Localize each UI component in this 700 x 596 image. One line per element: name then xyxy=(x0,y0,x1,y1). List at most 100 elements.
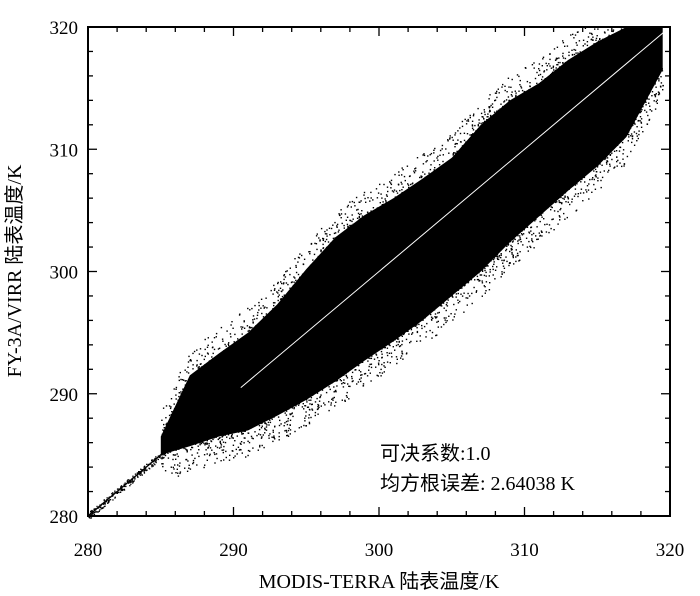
scatter-point xyxy=(356,362,359,365)
scatter-point xyxy=(623,136,625,138)
scatter-point xyxy=(556,197,558,199)
scatter-point xyxy=(184,467,186,469)
scatter-point xyxy=(496,90,498,93)
scatter-point xyxy=(595,164,597,166)
scatter-point xyxy=(550,67,553,69)
scatter-point xyxy=(620,28,623,30)
scatter-point xyxy=(605,40,607,42)
scatter-point xyxy=(279,411,281,413)
scatter-point xyxy=(235,343,237,346)
scatter-point xyxy=(124,485,126,488)
scatter-point xyxy=(461,120,464,123)
plot-frame xyxy=(87,26,671,517)
scatter-point xyxy=(229,454,231,456)
scatter-point xyxy=(483,111,486,113)
scatter-point xyxy=(294,430,296,433)
scatter-point xyxy=(431,337,433,339)
scatter-point xyxy=(609,165,611,167)
scatter-point xyxy=(390,182,392,184)
scatter-point xyxy=(104,502,106,504)
scatter-point xyxy=(224,434,226,436)
scatter-point xyxy=(356,217,359,219)
scatter-point xyxy=(288,427,290,430)
scatter-point xyxy=(351,225,353,228)
scatter-point xyxy=(163,434,165,437)
scatter-point xyxy=(497,114,499,116)
scatter-point xyxy=(263,419,265,422)
scatter-point xyxy=(448,163,450,166)
scatter-point xyxy=(332,224,334,226)
scatter-point xyxy=(356,383,358,385)
scatter-point xyxy=(227,431,229,433)
scatter-point xyxy=(600,186,602,189)
scatter-point xyxy=(401,167,403,169)
scatter-point xyxy=(273,311,276,313)
scatter-point xyxy=(380,209,382,212)
scatter-point xyxy=(379,372,381,374)
scatter-point xyxy=(177,475,180,477)
scatter-point xyxy=(308,417,310,419)
scatter-point xyxy=(447,164,449,166)
scatter-point xyxy=(556,46,559,48)
scatter-point xyxy=(398,340,400,343)
scatter-point xyxy=(524,225,527,227)
scatter-point xyxy=(369,357,371,360)
scatter-point xyxy=(495,92,498,94)
scatter-point xyxy=(363,194,365,196)
scatter-point xyxy=(184,444,186,446)
scatter-point xyxy=(196,373,198,375)
scatter-point xyxy=(317,406,319,408)
scatter-point xyxy=(216,358,218,360)
scatter-point xyxy=(478,272,480,274)
scatter-point xyxy=(336,223,339,226)
scatter-point xyxy=(386,186,389,188)
scatter-point xyxy=(543,71,545,73)
scatter-point xyxy=(187,361,190,363)
scatter-point xyxy=(445,309,447,312)
scatter-point xyxy=(603,157,605,159)
scatter-point xyxy=(146,469,148,471)
scatter-point xyxy=(162,463,164,465)
scatter-point xyxy=(400,181,402,184)
scatter-point xyxy=(661,70,664,72)
scatter-point xyxy=(425,331,428,333)
scatter-point xyxy=(573,53,576,56)
scatter-point xyxy=(151,466,153,468)
scatter-point xyxy=(560,69,562,71)
scatter-point xyxy=(264,419,266,421)
scatter-point xyxy=(635,30,637,32)
scatter-point xyxy=(583,176,586,179)
scatter-point xyxy=(559,70,561,72)
scatter-point xyxy=(196,371,198,374)
scatter-point xyxy=(183,379,185,381)
scatter-point xyxy=(481,269,484,271)
scatter-point xyxy=(239,313,241,315)
scatter-point xyxy=(451,136,453,139)
scatter-point xyxy=(518,95,521,97)
scatter-point xyxy=(497,88,499,90)
scatter-point xyxy=(657,91,660,93)
scatter-point xyxy=(472,135,475,138)
scatter-point xyxy=(90,514,92,516)
scatter-point xyxy=(466,144,469,146)
scatter-point xyxy=(558,196,560,198)
scatter-point xyxy=(268,437,270,439)
scatter-point xyxy=(215,436,217,438)
scatter-point xyxy=(123,483,125,485)
scatter-point xyxy=(287,417,289,420)
scatter-point xyxy=(578,40,581,42)
scatter-point xyxy=(138,471,140,473)
scatter-point xyxy=(508,264,510,267)
scatter-point xyxy=(248,326,251,328)
scatter-point xyxy=(430,164,432,166)
scatter-point xyxy=(259,446,261,448)
scatter-point xyxy=(274,310,277,312)
scatter-point xyxy=(380,193,382,195)
scatter-point xyxy=(417,183,419,185)
scatter-point xyxy=(381,357,383,359)
scatter-point xyxy=(264,319,267,321)
scatter-point xyxy=(454,143,456,145)
scatter-point xyxy=(197,367,199,369)
scatter-point xyxy=(237,342,240,344)
scatter-point xyxy=(194,375,197,377)
